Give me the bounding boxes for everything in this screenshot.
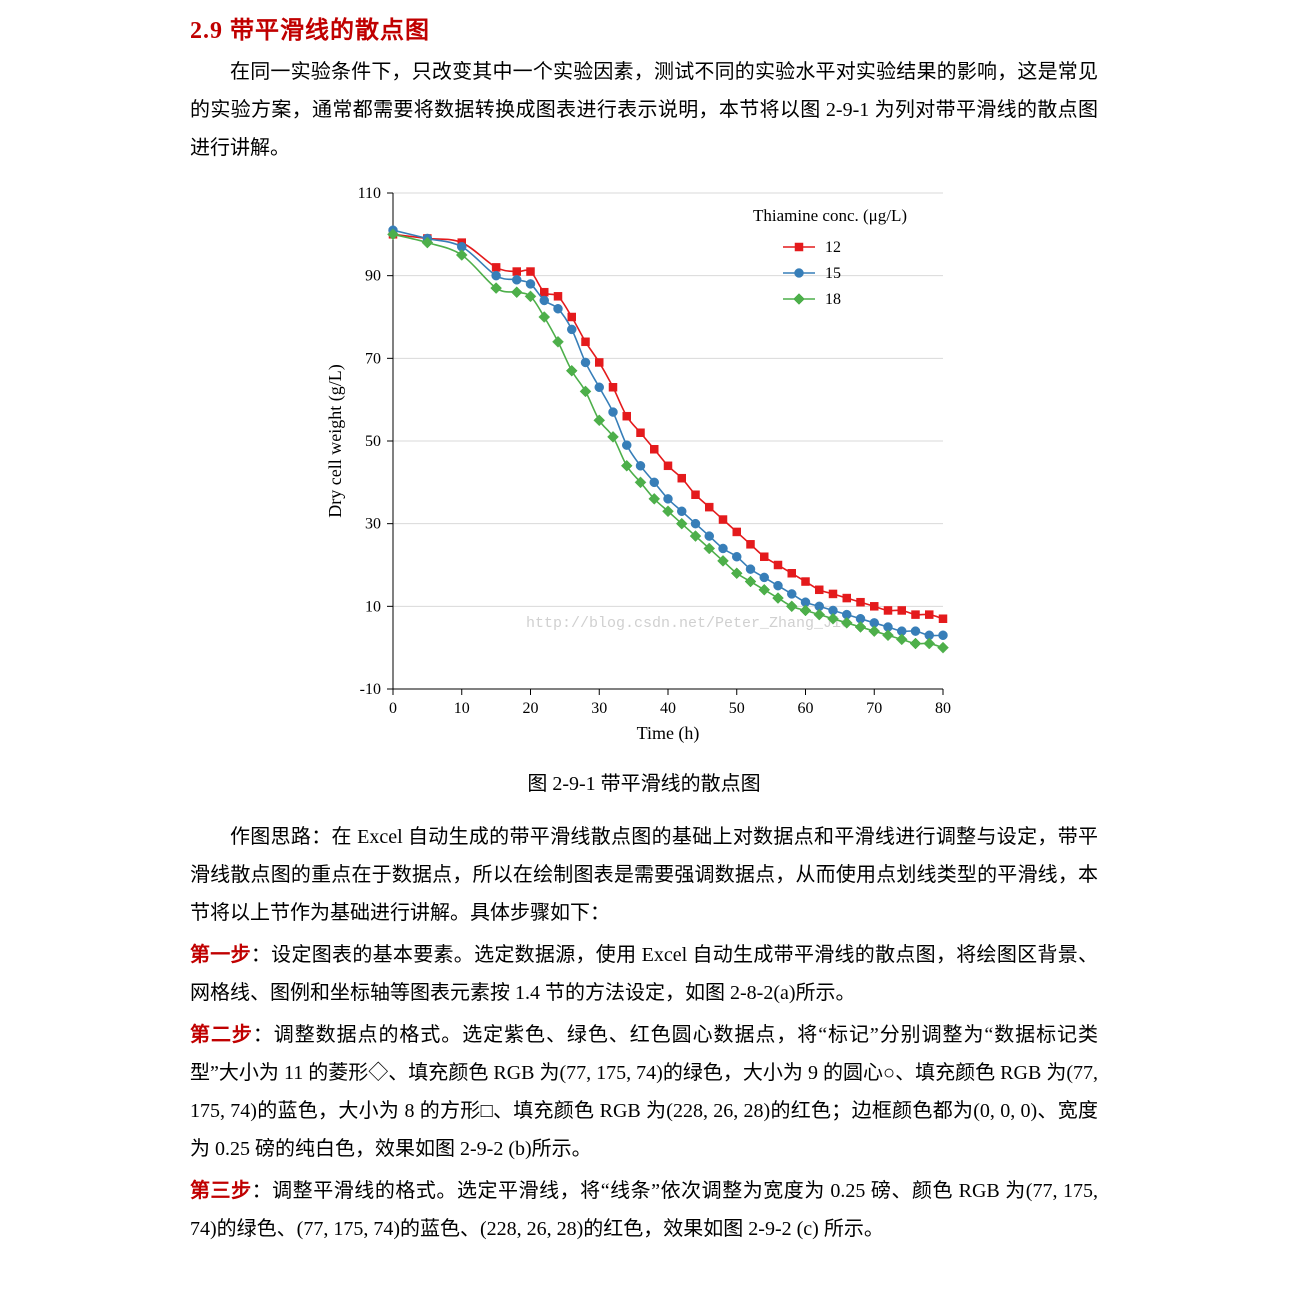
thinking-paragraph: 作图思路：在 Excel 自动生成的带平滑线散点图的基础上对数据点和平滑线进行调… <box>190 818 1098 932</box>
step-label: 第二步 <box>190 1024 253 1046</box>
svg-text:90: 90 <box>365 268 381 285</box>
scatter-chart: 0 10 20 30 40 50 60 70 80 -10 10 30 50 70 90 110 Time (h… <box>323 179 965 749</box>
svg-text:20: 20 <box>523 700 539 717</box>
step-text: ：调整数据点的格式。选定紫色、绿色、红色圆心数据点，将“标记”分别调整为“数据标… <box>190 1024 1098 1160</box>
section-title-text: 带平滑线的散点图 <box>230 18 430 44</box>
intro-paragraph: 在同一实验条件下，只改变其中一个实验因素，测试不同的实验水平对实验结果的影响，这… <box>190 53 1098 167</box>
svg-text:80: 80 <box>935 700 951 717</box>
svg-text:60: 60 <box>798 700 814 717</box>
step-label: 第三步 <box>190 1180 252 1202</box>
svg-text:Dry cell weight (g/L): Dry cell weight (g/L) <box>325 364 346 517</box>
svg-text:70: 70 <box>866 700 882 717</box>
svg-text:-10: -10 <box>360 681 381 698</box>
svg-text:15: 15 <box>825 265 841 282</box>
section-number: 2.9 <box>190 18 223 44</box>
svg-text:50: 50 <box>729 700 745 717</box>
svg-text:12: 12 <box>825 239 841 256</box>
svg-text:10: 10 <box>454 700 470 717</box>
step-text: ：调整平滑线的格式。选定平滑线，将“线条”依次调整为宽度为 0.25 磅、颜色 … <box>190 1180 1098 1240</box>
step-paragraph: 第三步：调整平滑线的格式。选定平滑线，将“线条”依次调整为宽度为 0.25 磅、… <box>190 1172 1098 1248</box>
svg-text:Thiamine conc. (μg/L): Thiamine conc. (μg/L) <box>753 206 907 225</box>
svg-text:18: 18 <box>825 291 841 308</box>
steps-list: 第一步：设定图表的基本要素。选定数据源，使用 Excel 自动生成带平滑线的散点… <box>190 936 1098 1248</box>
svg-text:0: 0 <box>389 700 397 717</box>
svg-text:30: 30 <box>591 700 607 717</box>
svg-text:http://blog.csdn.net/Peter_Zha: http://blog.csdn.net/Peter_Zhang_Jie <box>526 615 850 632</box>
step-text: ：设定图表的基本要素。选定数据源，使用 Excel 自动生成带平滑线的散点图，将… <box>190 944 1098 1004</box>
step-label: 第一步 <box>190 944 251 966</box>
document-page: 2.9 带平滑线的散点图 在同一实验条件下，只改变其中一个实验因素，测试不同的实… <box>96 0 1196 1292</box>
svg-text:Time (h): Time (h) <box>637 723 700 744</box>
svg-text:50: 50 <box>365 433 381 450</box>
svg-text:30: 30 <box>365 516 381 533</box>
svg-text:110: 110 <box>358 185 381 202</box>
step-paragraph: 第一步：设定图表的基本要素。选定数据源，使用 Excel 自动生成带平滑线的散点… <box>190 936 1098 1012</box>
figure-container: 0 10 20 30 40 50 60 70 80 -10 10 30 50 70 90 110 Time (h… <box>190 179 1098 796</box>
figure-caption: 图 2-9-1 带平滑线的散点图 <box>527 767 760 796</box>
section-heading: 2.9 带平滑线的散点图 <box>190 10 1098 45</box>
svg-text:10: 10 <box>365 598 381 615</box>
svg-text:40: 40 <box>660 700 676 717</box>
svg-text:70: 70 <box>365 350 381 367</box>
step-paragraph: 第二步：调整数据点的格式。选定紫色、绿色、红色圆心数据点，将“标记”分别调整为“… <box>190 1016 1098 1168</box>
